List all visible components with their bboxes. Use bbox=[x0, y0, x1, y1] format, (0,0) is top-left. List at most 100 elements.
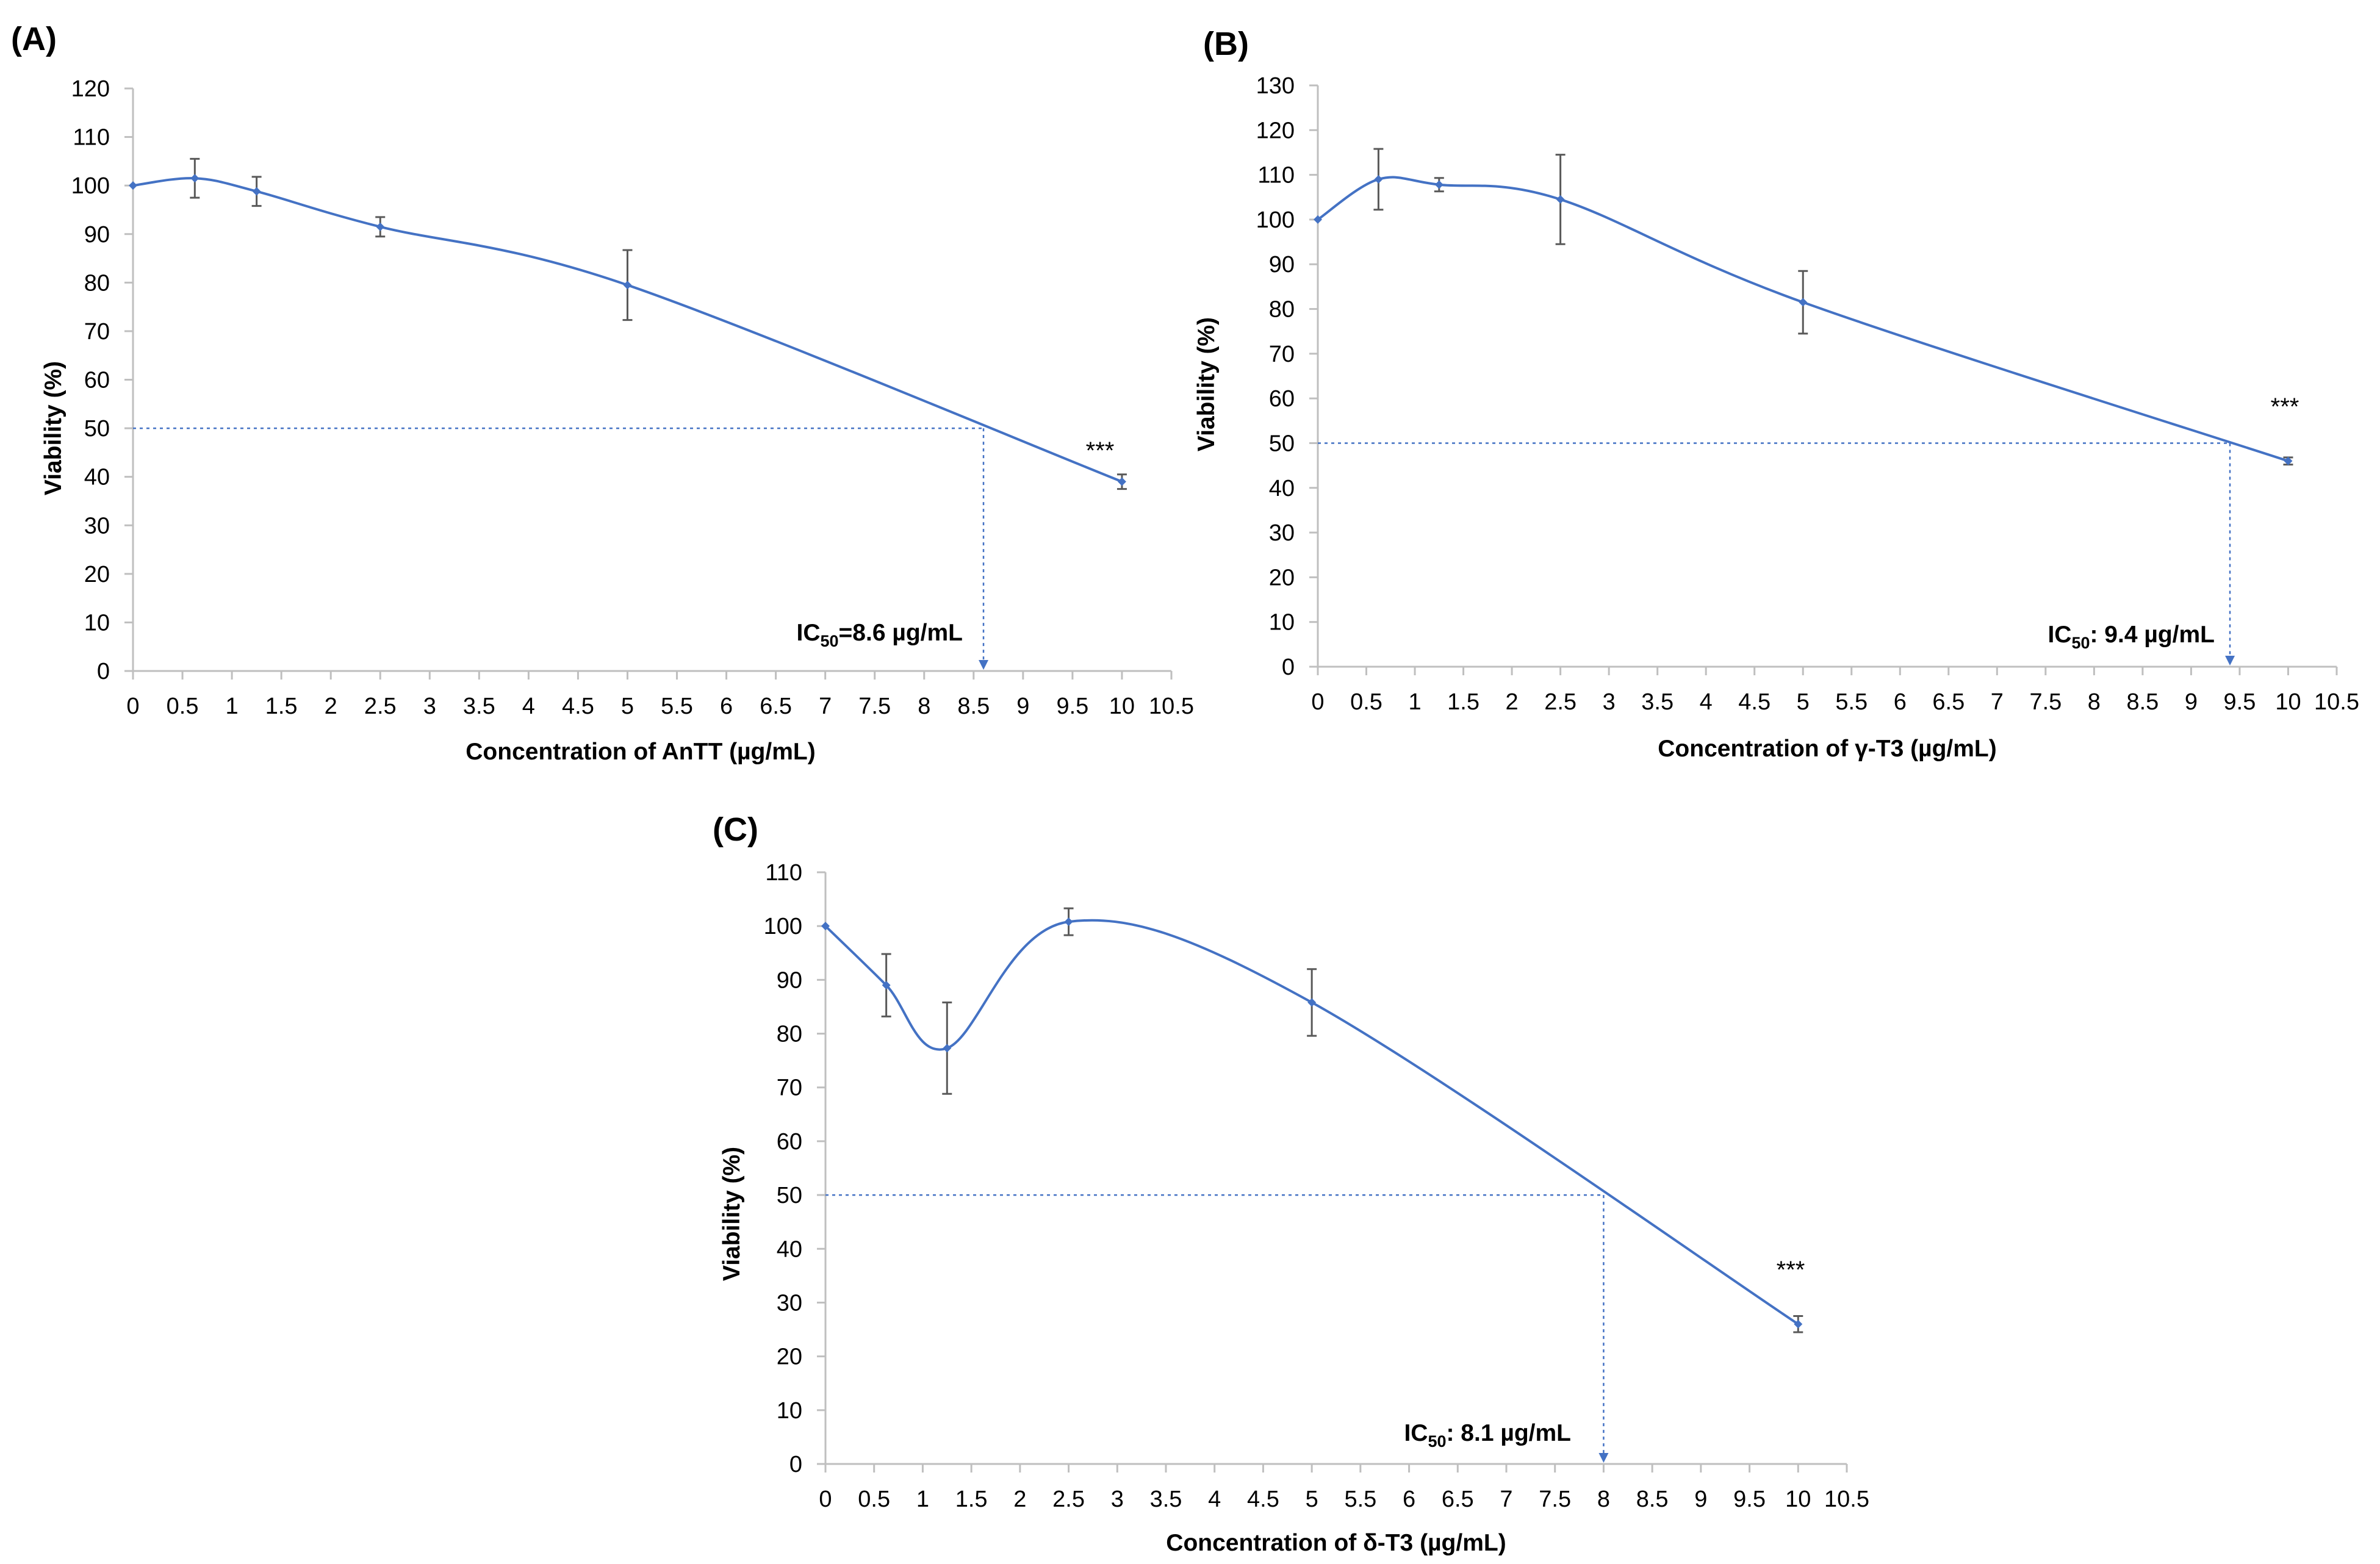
panel-b-y-tick-label: 30 bbox=[1269, 520, 1295, 546]
panel-b-y-tick-label: 130 bbox=[1256, 73, 1295, 99]
panel-b-data-point bbox=[1799, 298, 1808, 307]
panel-a-x-tick-label: 9 bbox=[1016, 694, 1029, 719]
panel-b-ic50-arrowhead bbox=[2225, 656, 2235, 665]
panel-b-y-tick-label: 110 bbox=[1257, 163, 1295, 188]
panel-b-y-tick-label: 100 bbox=[1256, 207, 1295, 233]
panel-a-x-tick-label: 3 bbox=[423, 694, 436, 719]
panel-b-y-tick-label: 90 bbox=[1269, 252, 1295, 278]
panel-a-data-point bbox=[1117, 477, 1126, 486]
panel-b-y-tick-label: 20 bbox=[1269, 565, 1295, 590]
panel-b-data-point bbox=[2284, 456, 2293, 465]
panel-c-x-tick-label: 7 bbox=[1500, 1487, 1512, 1512]
panel-a-x-axis-title: Concentration of AnTT (µg/mL) bbox=[466, 739, 815, 765]
panel-b-x-tick-label: 3 bbox=[1603, 689, 1616, 715]
panel-b-y-axis: 0 10 20 30 40 50 60 70 80 90 100 110 120 130 bbox=[1256, 73, 1319, 680]
panel-a: (A) 0 10 20 30 40 50 60 70 80 90 100 110 120 0 0.5 1 1.… bbox=[11, 21, 1194, 765]
panel-b-x-tick-label: 8.5 bbox=[2126, 689, 2159, 715]
panel-c-x-tick-label: 10.5 bbox=[1824, 1487, 1869, 1512]
panel-c-x-tick-label: 9.5 bbox=[1733, 1487, 1766, 1512]
panel-b-series-line bbox=[1317, 176, 2289, 462]
panel-c-y-axis-title: Viability (%) bbox=[719, 1147, 745, 1281]
panel-a-x-tick-label: 8.5 bbox=[957, 694, 990, 719]
panel-a-y-axis: 0 10 20 30 40 50 60 70 80 90 100 110 120 bbox=[71, 76, 134, 684]
panel-b-x-tick-label: 4.5 bbox=[1738, 689, 1771, 715]
panel-b-x-tick-label: 2 bbox=[1506, 689, 1519, 715]
panel-a-x-tick-label: 9.5 bbox=[1056, 694, 1088, 719]
panel-c-x-tick-label: 2 bbox=[1013, 1487, 1026, 1512]
panel-c-x-tick-label: 0.5 bbox=[858, 1487, 890, 1512]
panel-c-x-tick-label: 2.5 bbox=[1052, 1487, 1085, 1512]
panel-c-data-point bbox=[821, 922, 830, 931]
panel-c-data-point bbox=[1794, 1319, 1803, 1329]
panel-a-y-axis-title: Viability (%) bbox=[40, 361, 67, 495]
panel-b-x-tick-label: 10 bbox=[2275, 689, 2301, 715]
panel-a-x-tick-label: 2 bbox=[325, 694, 337, 719]
panel-c-x-tick-label: 9 bbox=[1694, 1487, 1707, 1512]
panel-a-x-tick-label: 1.5 bbox=[265, 694, 298, 719]
panel-a-series-line bbox=[132, 177, 1123, 483]
panel-a-x-tick-label: 0 bbox=[126, 694, 139, 719]
panel-c-x-tick-label: 6.5 bbox=[1442, 1487, 1474, 1512]
panel-a-y-tick-label: 120 bbox=[71, 76, 110, 102]
panel-a-y-tick-label: 110 bbox=[73, 125, 110, 151]
panel-c-y-tick-label: 110 bbox=[765, 860, 802, 886]
panel-b-y-axis-title: Viability (%) bbox=[1193, 317, 1220, 451]
panel-b-marks bbox=[1314, 148, 2293, 665]
panel-a-label: (A) bbox=[11, 21, 57, 57]
panel-a-y-tick-label: 80 bbox=[84, 270, 110, 296]
panel-a-x-tick-label: 2.5 bbox=[364, 694, 397, 719]
panel-a-x-tick-label: 10 bbox=[1109, 694, 1135, 719]
panel-c-x-tick-label: 1.5 bbox=[955, 1487, 988, 1512]
panel-a-data-point bbox=[129, 181, 137, 190]
panel-b-x-axis: 0 0.5 1 1.5 2 2.5 3 3.5 4 4.5 5 5.5 6 6.5 7 7.5 8 8.5 9 9.5… bbox=[1311, 665, 2359, 715]
panel-a-x-tick-label: 4 bbox=[522, 694, 535, 719]
panel-a-data-point bbox=[376, 222, 385, 231]
panel-a-y-tick-label: 30 bbox=[84, 513, 110, 539]
panel-b-x-tick-label: 2.5 bbox=[1544, 689, 1576, 715]
panel-c-x-tick-label: 8 bbox=[1597, 1487, 1610, 1512]
panel-b-y-tick-label: 80 bbox=[1269, 297, 1295, 323]
panel-a-x-tick-label: 7.5 bbox=[858, 694, 891, 719]
panel-c-x-tick-label: 8.5 bbox=[1636, 1487, 1669, 1512]
panel-a-x-tick-label: 6.5 bbox=[760, 694, 792, 719]
panel-a-y-tick-label: 50 bbox=[84, 416, 110, 442]
panel-b-x-tick-label: 5.5 bbox=[1835, 689, 1868, 715]
panel-a-y-tick-label: 0 bbox=[97, 659, 110, 684]
panel-b-data-point bbox=[1556, 195, 1565, 204]
panel-c-x-tick-label: 3 bbox=[1111, 1487, 1124, 1512]
panel-b-y-tick-label: 10 bbox=[1269, 610, 1295, 636]
panel-a-data-point bbox=[623, 281, 632, 290]
panel-c-y-tick-label: 70 bbox=[777, 1075, 802, 1101]
panel-c: (C) 0 10 20 30 40 50 60 70 80 90 100 110 0 0.5 1 1.5 2 2… bbox=[713, 811, 1869, 1556]
panel-b-x-tick-label: 9.5 bbox=[2224, 689, 2256, 715]
panel-a-ic50-arrowhead bbox=[979, 660, 989, 670]
panel-b-x-tick-label: 10.5 bbox=[2314, 689, 2359, 715]
panel-c-y-tick-label: 80 bbox=[777, 1022, 802, 1047]
panel-b-ic50-label: IC50: 9.4 µg/mL bbox=[2047, 622, 2215, 652]
panel-c-x-tick-label: 6 bbox=[1403, 1487, 1415, 1512]
panel-c-marks bbox=[821, 907, 1803, 1463]
panel-c-y-tick-label: 40 bbox=[777, 1236, 802, 1262]
panel-a-x-tick-label: 1 bbox=[226, 694, 239, 719]
panel-b-y-tick-label: 120 bbox=[1256, 118, 1295, 143]
panel-c-x-tick-label: 1 bbox=[916, 1487, 929, 1512]
panel-c-x-tick-label: 5.5 bbox=[1344, 1487, 1376, 1512]
panel-c-data-point bbox=[882, 981, 891, 990]
panel-a-x-tick-label: 8 bbox=[918, 694, 930, 719]
panel-a-x-tick-label: 3.5 bbox=[463, 694, 495, 719]
panel-b-data-point bbox=[1374, 174, 1383, 184]
panel-c-significance: *** bbox=[1777, 1257, 1805, 1283]
panel-c-label: (C) bbox=[713, 811, 758, 848]
panel-b-x-tick-label: 6.5 bbox=[1932, 689, 1965, 715]
panel-a-x-tick-label: 7 bbox=[819, 694, 832, 719]
panel-a-x-tick-label: 0.5 bbox=[167, 694, 199, 719]
panel-a-data-point bbox=[190, 174, 200, 183]
panel-b-x-axis-title: Concentration of γ-T3 (µg/mL) bbox=[1658, 736, 1996, 762]
panel-a-y-tick-label: 20 bbox=[84, 562, 110, 587]
panel-c-data-point bbox=[943, 1044, 952, 1053]
panel-c-y-tick-label: 20 bbox=[777, 1344, 802, 1370]
panel-c-x-axis: 0 0.5 1 1.5 2 2.5 3 3.5 4 4.5 5 5.5 6 6.5 7 7.5 8 8.5 9 9.5… bbox=[819, 1463, 1869, 1512]
panel-a-x-tick-label: 5.5 bbox=[661, 694, 693, 719]
